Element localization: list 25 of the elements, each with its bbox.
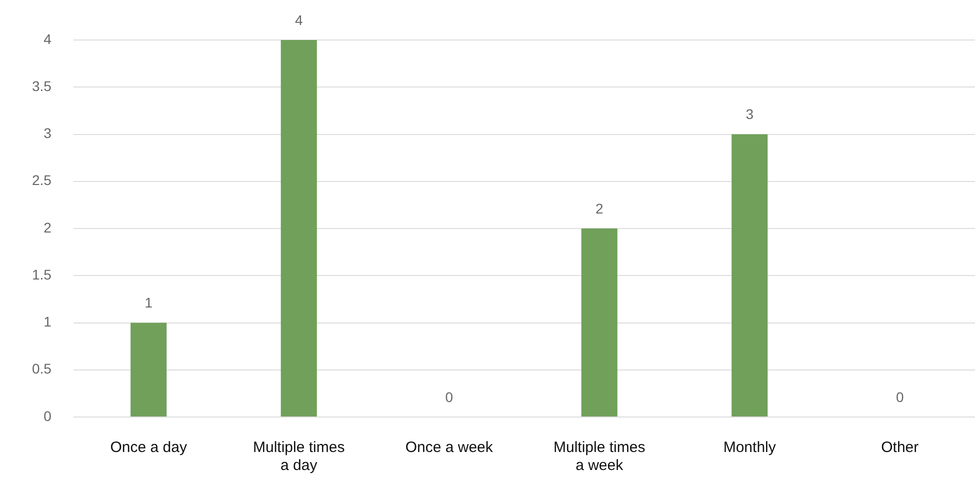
x-tick-label: Monthly <box>723 439 776 456</box>
x-tick-label: Multiple times a week <box>554 439 646 474</box>
y-tick-label: 0.5 <box>32 360 52 377</box>
x-tick-label: Once a week <box>405 439 494 456</box>
x-tick-label: Other <box>881 439 919 456</box>
y-tick-label: 0 <box>44 408 52 424</box>
data-label: 0 <box>445 388 454 405</box>
y-tick-label: 4 <box>44 30 52 47</box>
y-tick-label: 2.5 <box>32 172 52 188</box>
bar <box>130 322 167 416</box>
bar <box>732 134 768 416</box>
x-tick-label: Multiple times a day <box>252 439 345 474</box>
bar <box>280 40 317 416</box>
y-tick-label: 2 <box>44 219 52 236</box>
data-label: 0 <box>896 388 904 405</box>
y-tick-label: 1 <box>44 314 52 330</box>
data-label: 4 <box>294 12 303 28</box>
bar <box>581 228 618 416</box>
y-tick-label: 1.5 <box>32 266 52 282</box>
data-label: 3 <box>746 106 754 122</box>
data-label: 1 <box>144 294 153 311</box>
y-tick-label: 3 <box>44 125 52 142</box>
y-tick-label: 3.5 <box>32 78 52 94</box>
x-tick-label: Once a day <box>110 439 188 456</box>
data-label: 2 <box>595 200 604 216</box>
